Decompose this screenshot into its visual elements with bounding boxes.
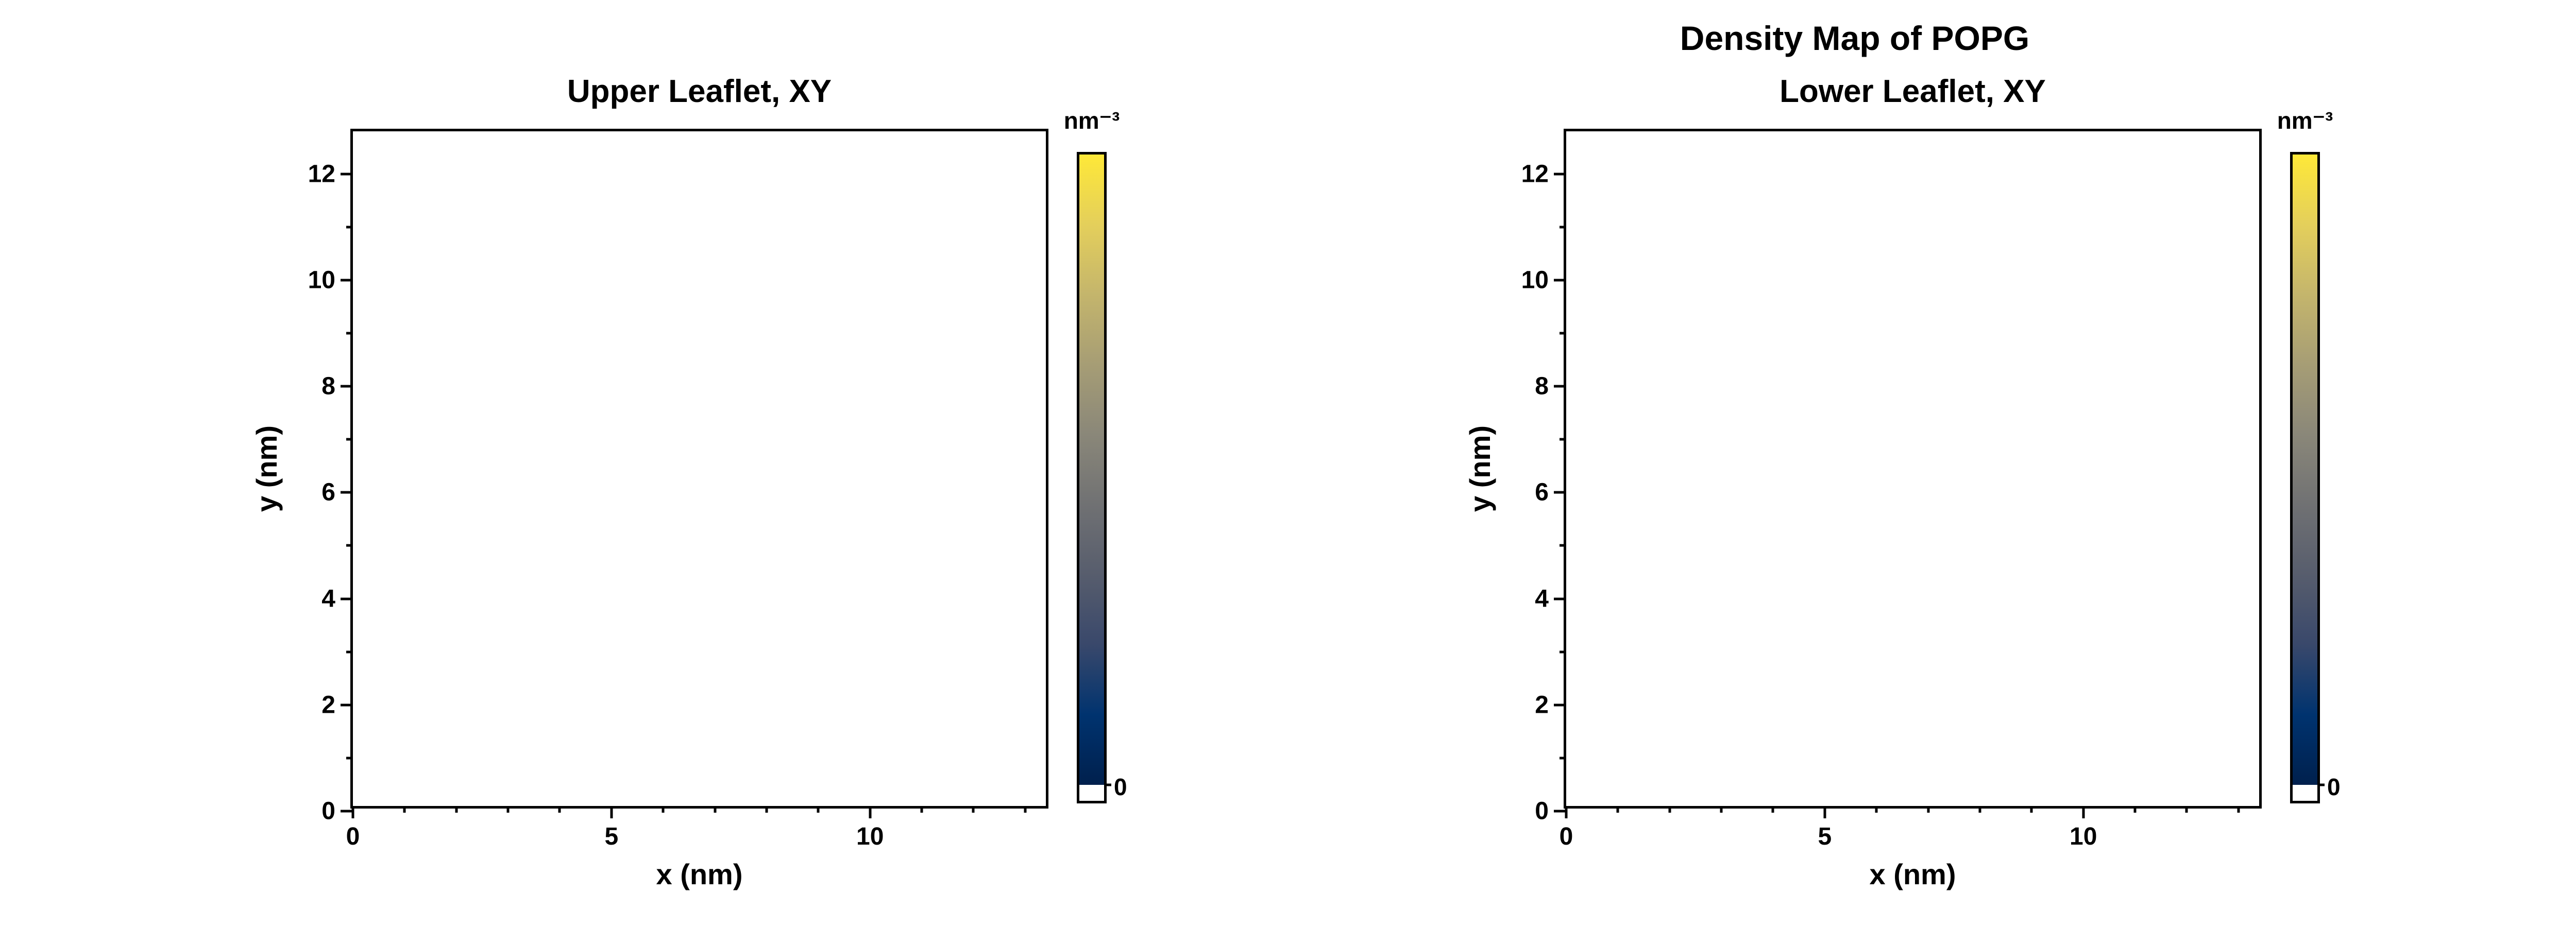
colorbar: nm⁻³ 0 [2277,107,2341,803]
tick-mark [403,806,406,813]
tick-mark [1560,438,1566,441]
tick-mark [1554,703,1566,707]
tick-mark [1616,806,1619,813]
tick-mark [1554,491,1566,494]
tick-mark [2082,806,2085,818]
tick-mark [1560,544,1566,547]
tick-mark [1554,279,1566,282]
tick-mark [1560,757,1566,760]
tick-mark [341,597,353,600]
tick-label: 12 [1521,160,1549,187]
tick-mark [1823,806,1826,818]
colorbar-unit-label: nm⁻³ [2277,107,2333,134]
tick-label: 2 [1535,691,1549,719]
tick-label: 5 [1818,823,1832,850]
tick-label: 6 [1535,478,1549,506]
tick-mark [2133,806,2137,813]
tick-label: 6 [321,478,335,506]
tick-mark [346,438,353,441]
tick-mark [341,279,353,282]
colorbar-gradient [2293,154,2317,785]
tick-mark [1560,226,1566,229]
tick-label: 10 [2070,823,2097,850]
panel-upper-leaflet: Upper Leaflet, XY y (nm) 0 5 10 0 2 4 6 8 10 12 x… [250,74,1048,890]
tick-mark [341,703,353,707]
tick-mark [341,385,353,388]
tick-label: 0 [1535,797,1549,825]
tick-mark [341,173,353,175]
tick-label: 10 [1521,266,1549,294]
tick-mark [1668,806,1671,813]
tick-mark [455,806,458,813]
colorbar: nm⁻³ 0 [1064,107,1127,803]
tick-mark [1554,810,1566,813]
plot-title: Lower Leaflet, XY [1780,74,2046,109]
tick-mark [1720,806,1723,813]
colorbar-gradient [1079,154,1104,785]
colorbar-tick-mark [1104,783,1111,786]
tick-mark [662,806,665,813]
colorbar-tick-label: 0 [2327,774,2341,801]
tick-label: 8 [1535,372,1549,400]
tick-label: 8 [321,372,335,400]
tick-mark [610,806,613,818]
tick-mark [558,806,561,813]
tick-mark [2237,806,2240,813]
tick-mark [346,544,353,547]
tick-label: 4 [321,585,335,612]
tick-label: 12 [308,160,335,187]
tick-mark [351,806,354,818]
tick-label: 10 [308,266,335,294]
tick-mark [1927,806,1930,813]
tick-mark [2030,806,2033,813]
tick-label: 0 [321,797,335,825]
colorbar-bar [2290,152,2325,803]
tick-label: 0 [346,823,360,850]
tick-mark [869,806,872,818]
tick-mark [1554,597,1566,600]
colorbar-unit-label: nm⁻³ [1063,107,1120,134]
tick-mark [1024,806,1027,813]
tick-mark [817,806,820,813]
tick-mark [341,810,353,813]
tick-mark [506,806,510,813]
tick-mark [1978,806,1981,813]
plot-area: 0 5 10 0 2 4 6 8 10 12 [308,129,1048,850]
figure-suptitle: Density Map of POPG [1680,19,2030,57]
tick-mark [341,491,353,494]
tick-label: 5 [604,823,619,850]
x-axis-label: x (nm) [1869,858,1956,890]
tick-mark [1875,806,1878,813]
tick-mark [1554,173,1566,175]
tick-mark [346,757,353,760]
plot-title: Upper Leaflet, XY [567,74,832,109]
tick-mark [714,806,717,813]
panel-lower-leaflet: Lower Leaflet, XY y (nm) 0 5 10 0 2 4 6 8 10 12 x… [1464,74,2262,890]
tick-label: 10 [856,823,884,850]
tick-mark [1560,332,1566,335]
x-axis-label: x (nm) [656,858,743,890]
tick-mark [1554,385,1566,388]
tick-mark [2185,806,2188,813]
tick-mark [765,806,768,813]
tick-mark [346,650,353,654]
y-axis-label: y (nm) [1464,425,1496,512]
tick-mark [1771,806,1774,813]
tick-label: 0 [1559,823,1573,850]
colorbar-bar [1077,152,1111,803]
tick-label: 2 [321,691,335,719]
tick-mark [972,806,975,813]
colorbar-tick-mark [2317,783,2325,786]
tick-mark [1560,650,1566,654]
y-axis-label: y (nm) [250,425,283,512]
tick-label: 4 [1535,585,1549,612]
tick-mark [920,806,923,813]
tick-mark [346,332,353,335]
colorbar-tick-label: 0 [1114,774,1127,801]
tick-mark [1565,806,1568,818]
tick-mark [346,226,353,229]
plot-area: 0 5 10 0 2 4 6 8 10 12 [1521,129,2262,850]
